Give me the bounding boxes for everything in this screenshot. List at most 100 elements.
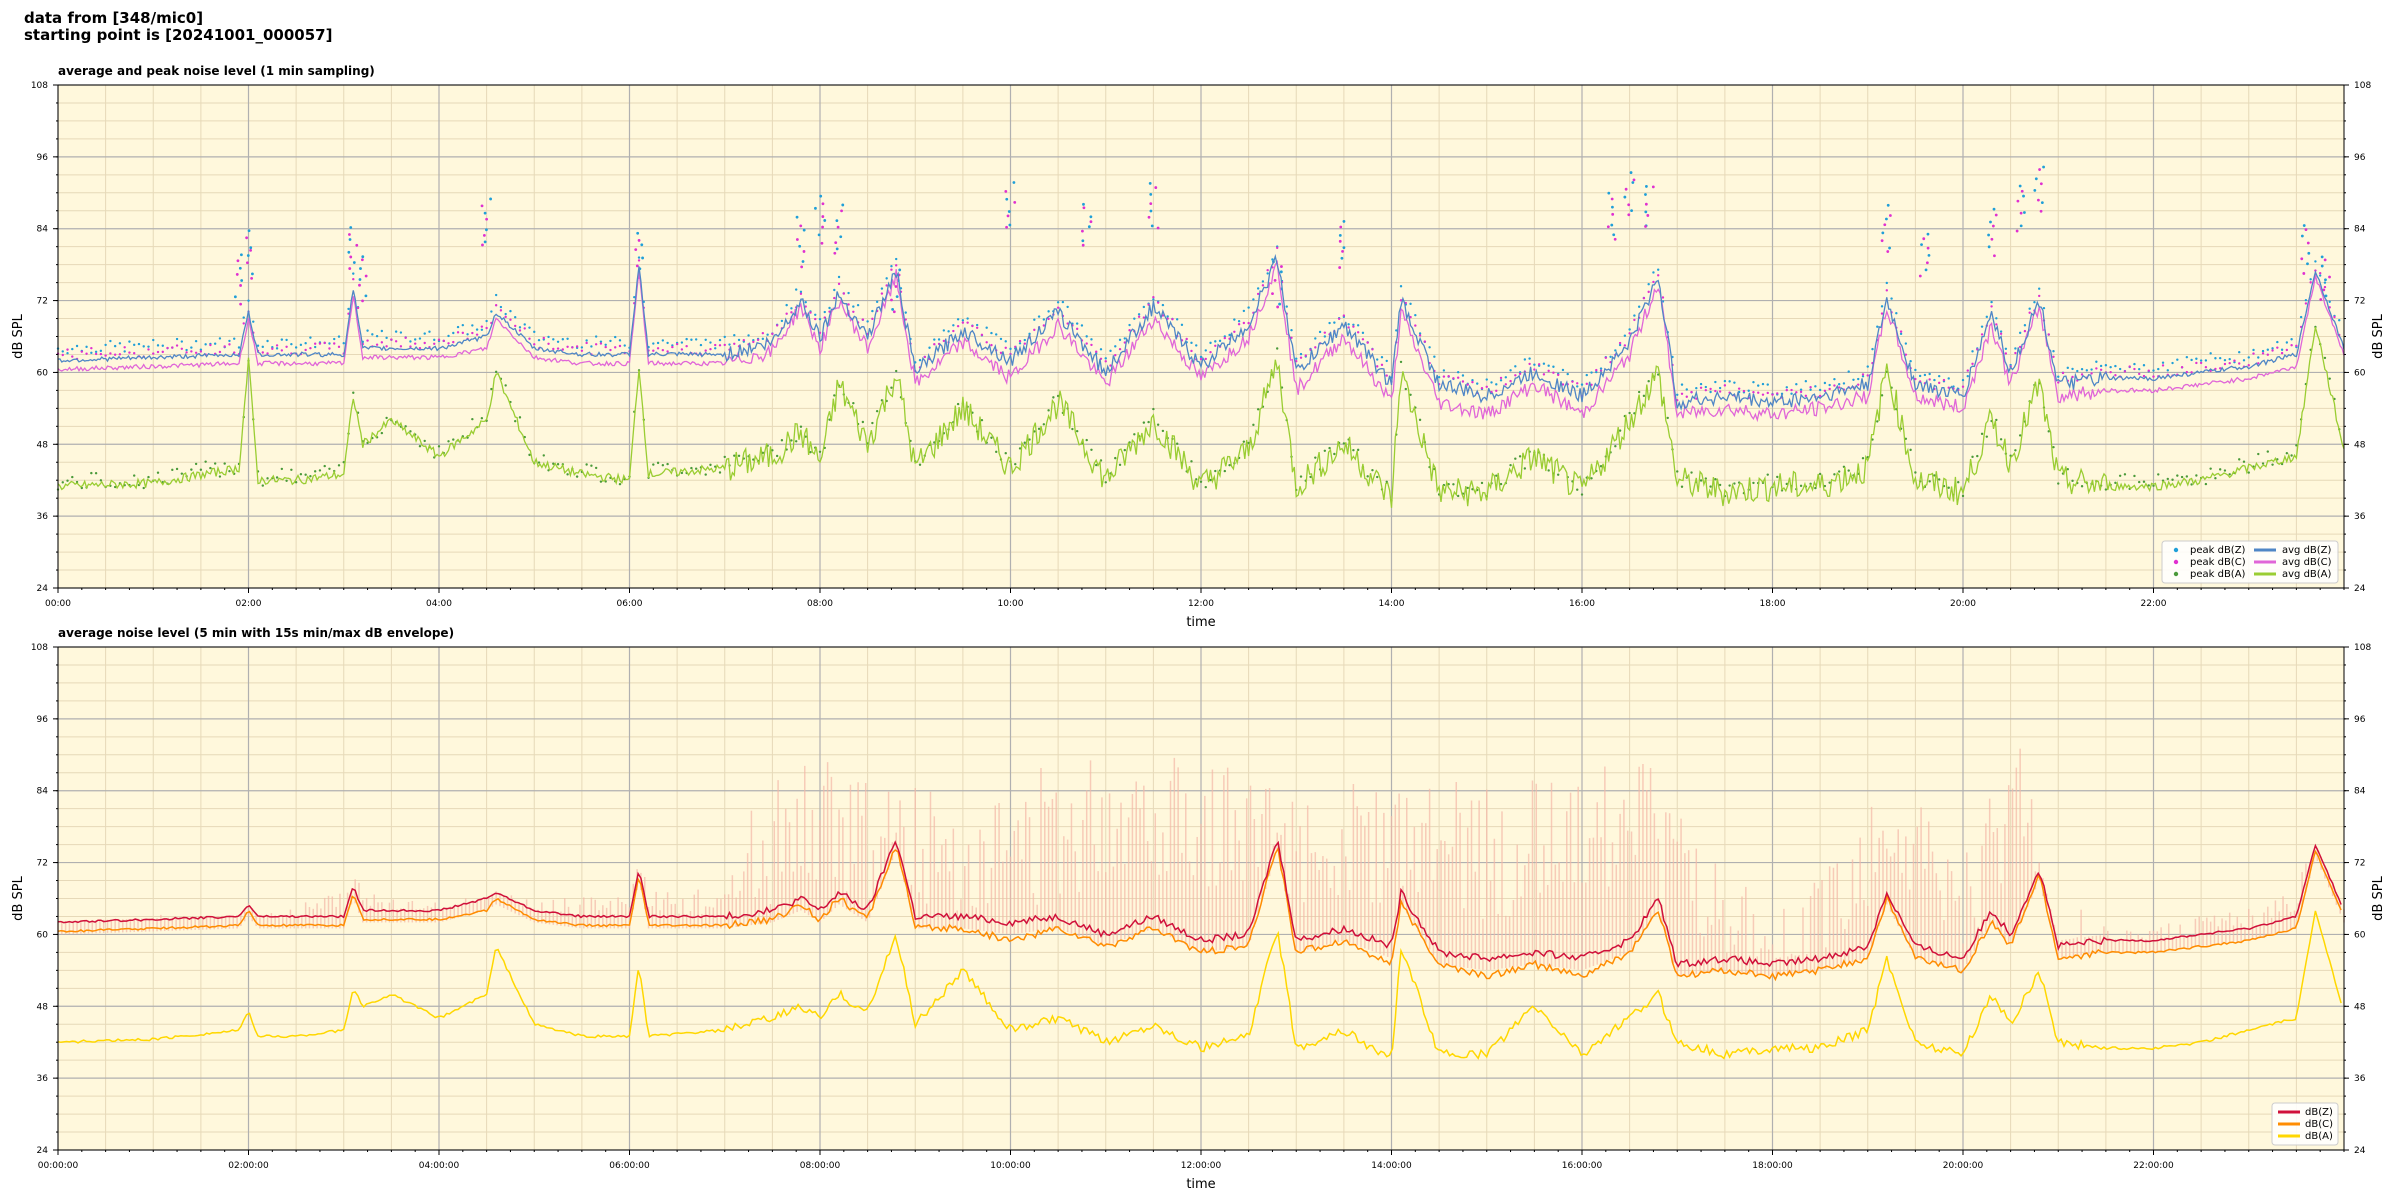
peak-z-point [2266,348,2269,351]
peak-z-point [233,295,237,299]
peak-c-point [1004,189,1008,193]
peak-c-point [985,341,988,344]
peak-z-point [1118,338,1122,342]
peak-a-point [337,464,341,467]
peak-z-point [594,335,598,338]
peak-z-point [1585,373,1588,377]
peak-c-point [837,282,841,286]
peak-z-point [1709,390,1712,394]
peak-a-point [285,479,288,482]
y-tick-label-left: 108 [31,643,48,653]
peak-z-point [1428,346,1431,349]
peak-a-point [666,462,669,466]
peak-z-point [1676,393,1679,396]
peak-a-point [471,417,474,421]
peak-z-point [1747,389,1750,392]
peak-a-point [1980,432,1984,436]
peak-a-point [690,466,693,470]
peak-c-point [1809,386,1812,389]
peak-c-point [2238,362,2241,365]
peak-c-point [1261,284,1265,287]
peak-a-point [309,475,312,478]
peak-a-point [2166,477,2169,481]
peak-a-point [447,440,450,443]
peak-c-point [2323,258,2327,262]
y-tick-label-left: 60 [37,930,49,940]
peak-z-point [2324,294,2328,298]
peak-a-point [1366,475,1369,478]
peak-a-point [1904,437,1908,440]
peak-c-point [761,331,765,335]
peak-c-point [2185,370,2189,374]
peak-a-point [423,439,426,443]
peak-z-point [2114,364,2117,368]
peak-c-point [239,284,242,287]
peak-a-point [71,475,74,479]
peak-z-point [2085,369,2089,372]
legend-marker [2173,571,2179,577]
peak-c-point [1888,214,1892,217]
peak-c-point [2036,198,2040,202]
peak-a-point [1590,477,1593,480]
peak-z-point [185,348,188,352]
peak-c-point [556,347,560,350]
peak-a-point [99,479,103,482]
peak-z-point [1871,347,1874,351]
peak-z-point [128,340,131,343]
peak-c-point [218,350,222,354]
peak-c-point [809,311,812,314]
peak-z-point [847,291,850,295]
peak-c-point [1804,394,1808,398]
peak-z-point [123,350,126,353]
peak-c-point [1147,215,1151,219]
peak-c-point [1606,225,1610,229]
peak-a-point [718,471,722,474]
peak-c-point [1237,323,1241,326]
peak-a-point [1190,460,1193,463]
peak-z-point [66,352,69,355]
peak-z-point [290,342,293,346]
peak-a-point [1090,448,1093,452]
peak-a-point [1690,471,1693,474]
peak-c-point [1961,385,1965,388]
legend-label: dB(A) [2305,1131,2333,1142]
peak-z-point [1347,323,1350,326]
peak-c-point [437,338,441,341]
peak-c-point [1156,226,1160,230]
peak-a-point [1647,380,1650,383]
peak-z-point [2166,369,2169,372]
peak-z-point [1380,356,1384,359]
peak-a-point [1342,442,1346,445]
peak-c-point [1013,200,1017,204]
peak-c-point [1480,387,1484,390]
peak-c-point [1006,214,1010,218]
peak-z-point [2307,251,2311,255]
peak-c-point [980,333,984,337]
peak-z-point [839,235,843,239]
peak-a-point [1452,483,1455,486]
peak-z-point [1644,210,1648,214]
peak-a-point [2080,485,2084,488]
peak-c-point [94,352,98,356]
peak-c-point [2190,371,2193,374]
peak-a-point [514,419,517,423]
peak-z-point [2034,177,2038,181]
peak-z-point [1989,220,1992,224]
peak-c-point [966,321,969,324]
peak-c-point [1042,324,1046,327]
peak-z-point [2195,357,2198,360]
peak-z-point [798,244,802,248]
peak-z-point [1637,305,1641,308]
peak-z-point [1114,345,1117,348]
peak-z-point [61,350,64,353]
peak-c-point [1651,185,1655,189]
peak-a-point [1214,469,1217,473]
peak-c-point [652,349,655,352]
peak-z-point [880,287,884,290]
peak-z-point [823,310,826,314]
peak-z-point [1790,392,1793,395]
peak-c-point [542,336,545,340]
peak-c-point [666,350,669,353]
peak-c-point [1081,243,1085,247]
y-tick-label-left: 36 [37,1074,49,1084]
